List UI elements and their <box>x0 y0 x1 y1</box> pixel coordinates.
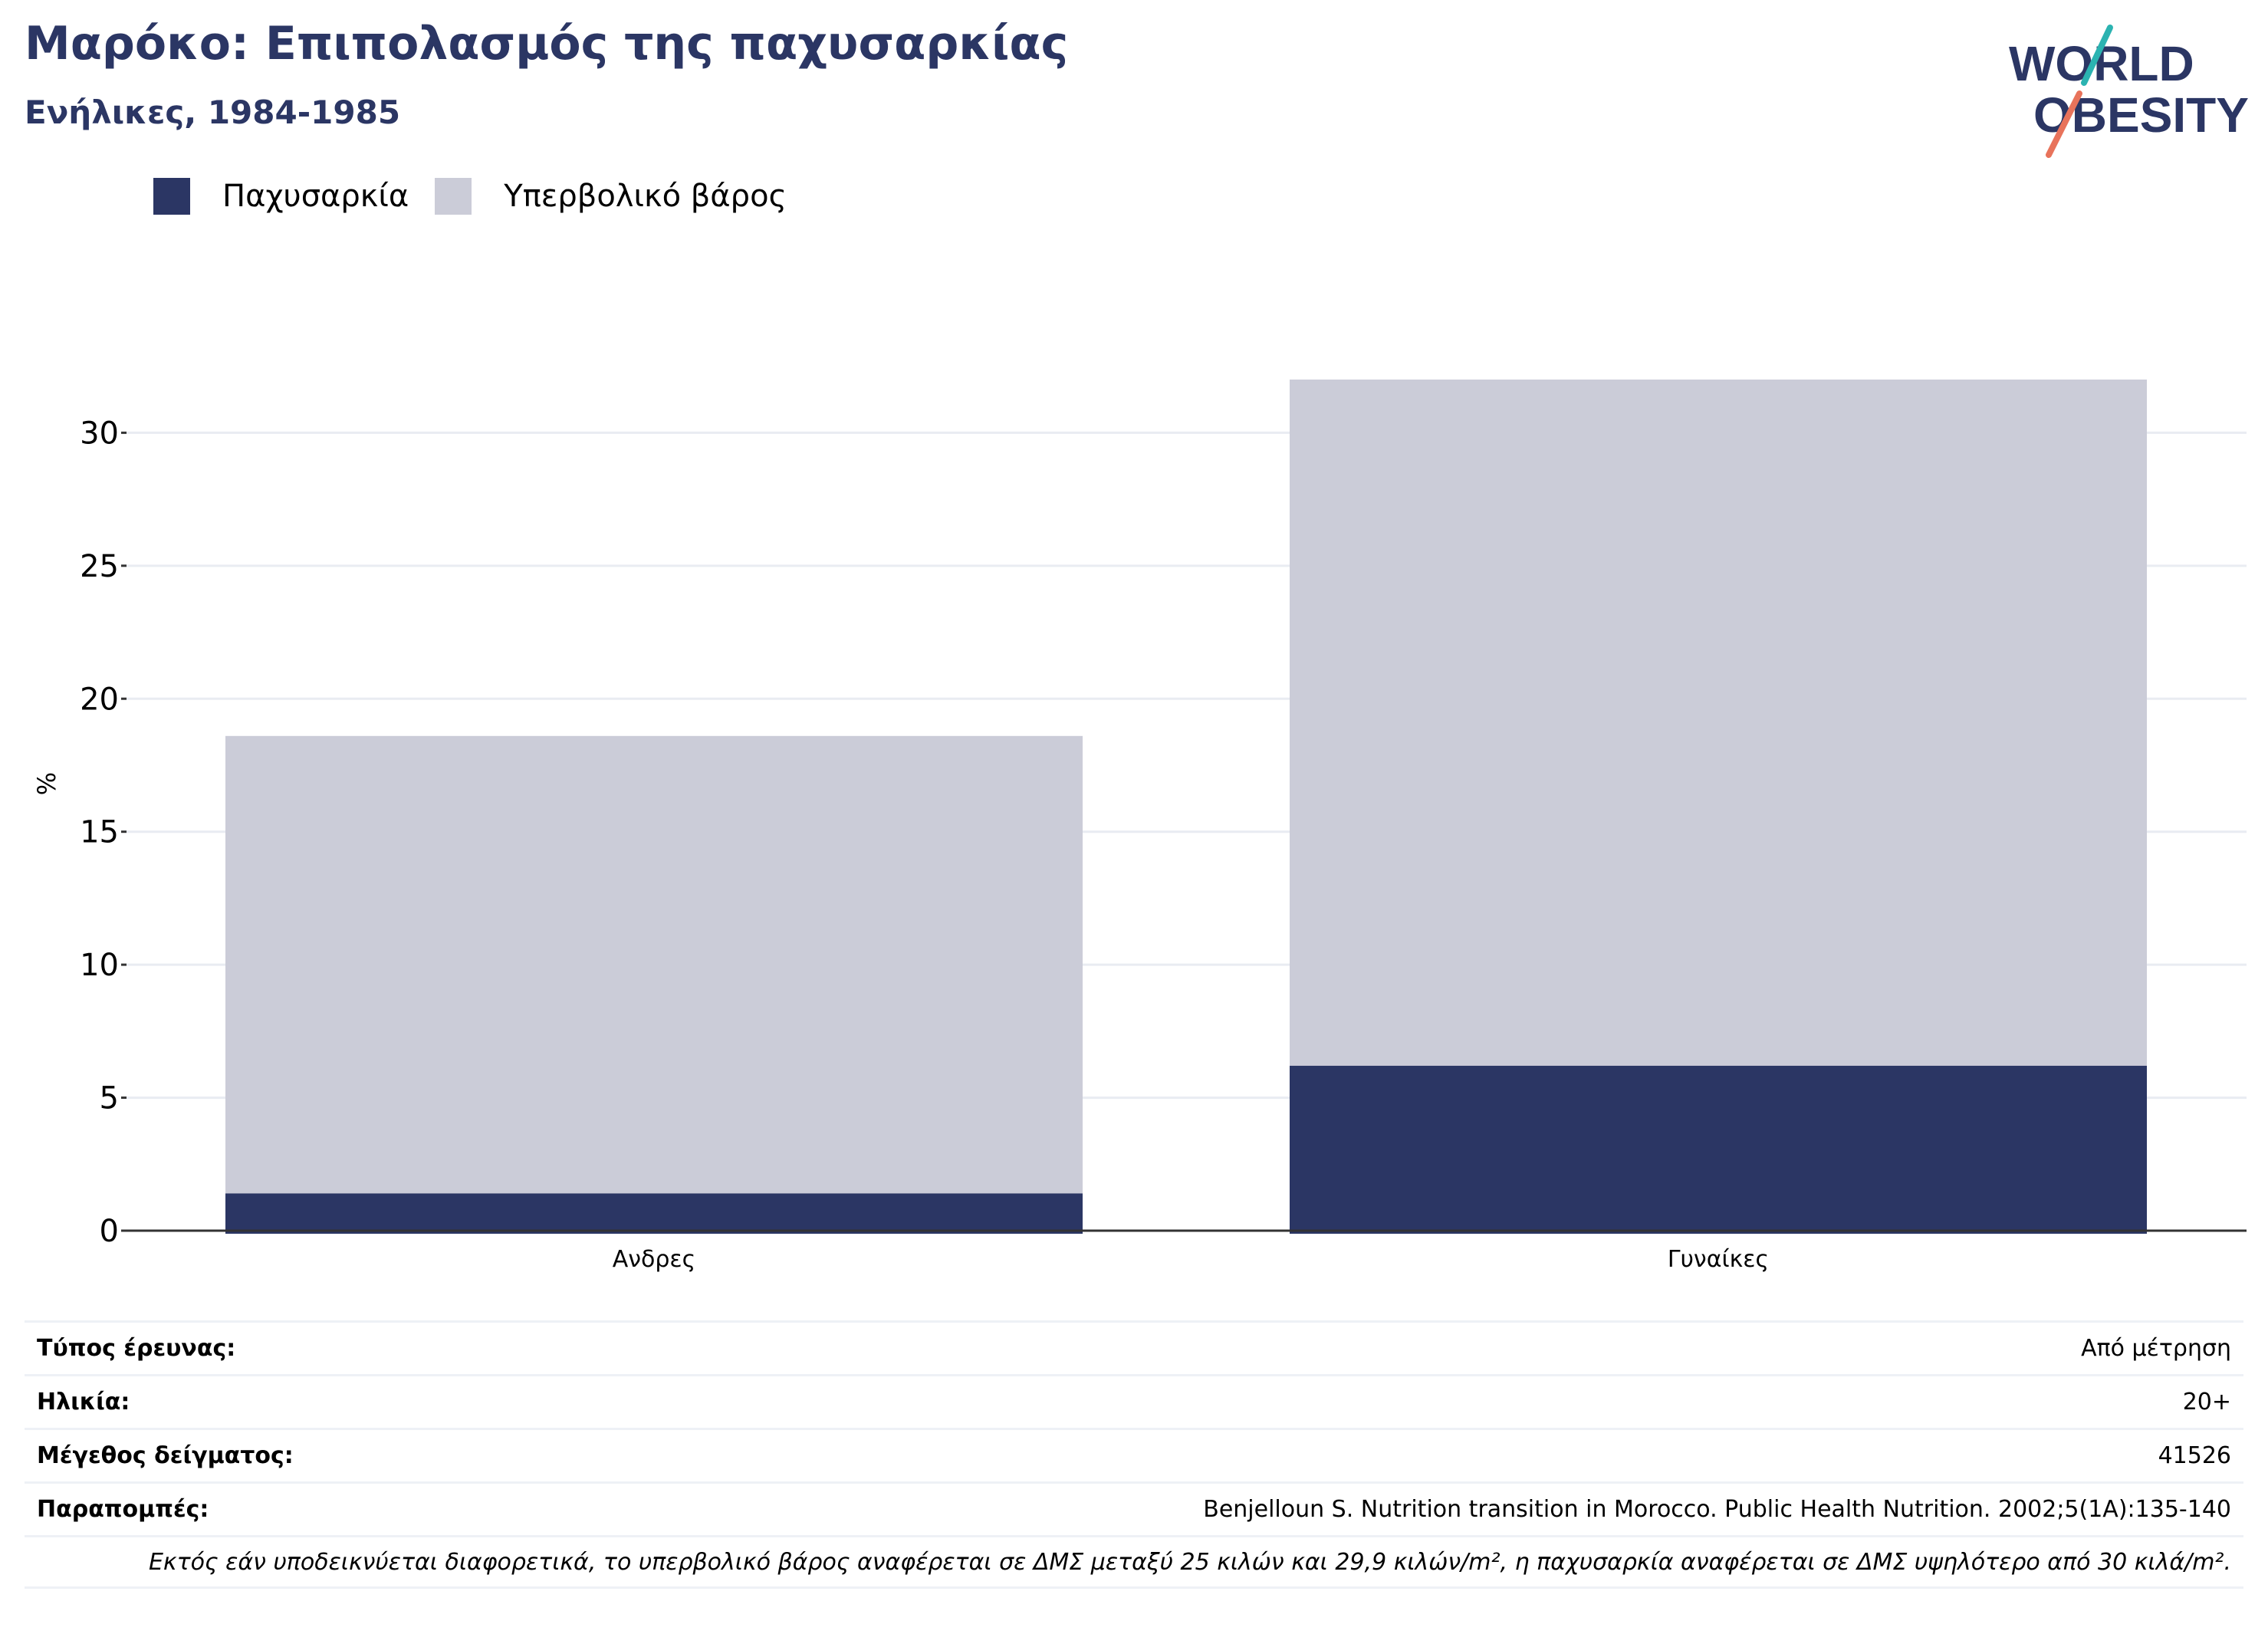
meta-row-sample-size: Μέγεθος δείγματος: 41526 <box>25 1428 2243 1481</box>
legend-swatch-obesity <box>153 178 190 215</box>
y-tick-label: 0 <box>100 1214 119 1249</box>
legend-item-obesity[interactable]: Παχυσαρκία <box>153 178 409 215</box>
page-title: Μαρόκο: Επιπολασμός της παχυσαρκίας <box>25 17 1069 71</box>
y-tick-label: 5 <box>100 1081 119 1116</box>
legend-label-overweight: Υπερβολικό βάρος <box>504 179 787 214</box>
legend-item-overweight[interactable]: Υπερβολικό βάρος <box>435 178 787 215</box>
logo-teal-slash <box>2081 25 2113 86</box>
meta-row-references: Παραπομπές: Benjelloun S. Nutrition tran… <box>25 1481 2243 1535</box>
logo-red-slash <box>2046 90 2082 158</box>
bar-overweight <box>225 735 1083 1194</box>
meta-row-age: Ηλικία: 20+ <box>25 1374 2243 1428</box>
meta-value: 20+ <box>2182 1389 2231 1415</box>
y-axis-label: % <box>32 772 61 795</box>
meta-value: 41526 <box>2158 1442 2231 1469</box>
legend-label-obesity: Παχυσαρκία <box>222 179 409 214</box>
stacked-bar-chart: 0 5 10 15 20 25 30% Ανδρες Γυναίκες <box>32 380 2247 1273</box>
meta-key: Παραπομπές: <box>37 1496 209 1523</box>
y-tick-label: 20 <box>80 682 119 717</box>
y-tick-label: 10 <box>80 948 119 983</box>
bar-obesity <box>1290 1065 2147 1234</box>
y-tick-label: 30 <box>80 416 119 451</box>
bar-overweight <box>1290 380 2147 1066</box>
bar-obesity <box>225 1193 1083 1234</box>
world-obesity-logo: WORLD OBESITY <box>2009 25 2249 158</box>
definition-note: Εκτός εάν υποδεικνύεται διαφορετικά, το … <box>148 1548 2231 1576</box>
y-tick-label: 25 <box>80 549 119 584</box>
meta-value: Από μέτρηση <box>2081 1335 2231 1362</box>
meta-row-note: Εκτός εάν υποδεικνύεται διαφορετικά, το … <box>25 1535 2243 1589</box>
y-tick-label: 15 <box>80 815 119 850</box>
meta-key: Ηλικία: <box>37 1389 130 1415</box>
metadata-table: Τύπος έρευνας: Από μέτρηση Ηλικία: 20+ Μ… <box>25 1320 2243 1589</box>
meta-key: Τύπος έρευνας: <box>37 1335 236 1362</box>
legend-swatch-overweight <box>435 178 472 215</box>
x-tick-label: Γυναίκες <box>1668 1246 1769 1273</box>
meta-key: Μέγεθος δείγματος: <box>37 1442 294 1469</box>
x-tick-label: Ανδρες <box>613 1246 696 1273</box>
page-subtitle: Ενήλικες, 1984-1985 <box>25 94 401 131</box>
chart-legend: Παχυσαρκία Υπερβολικό βάρος <box>153 175 813 218</box>
meta-value: Benjelloun S. Nutrition transition in Mo… <box>1203 1496 2231 1523</box>
meta-row-survey-type: Τύπος έρευνας: Από μέτρηση <box>25 1320 2243 1374</box>
